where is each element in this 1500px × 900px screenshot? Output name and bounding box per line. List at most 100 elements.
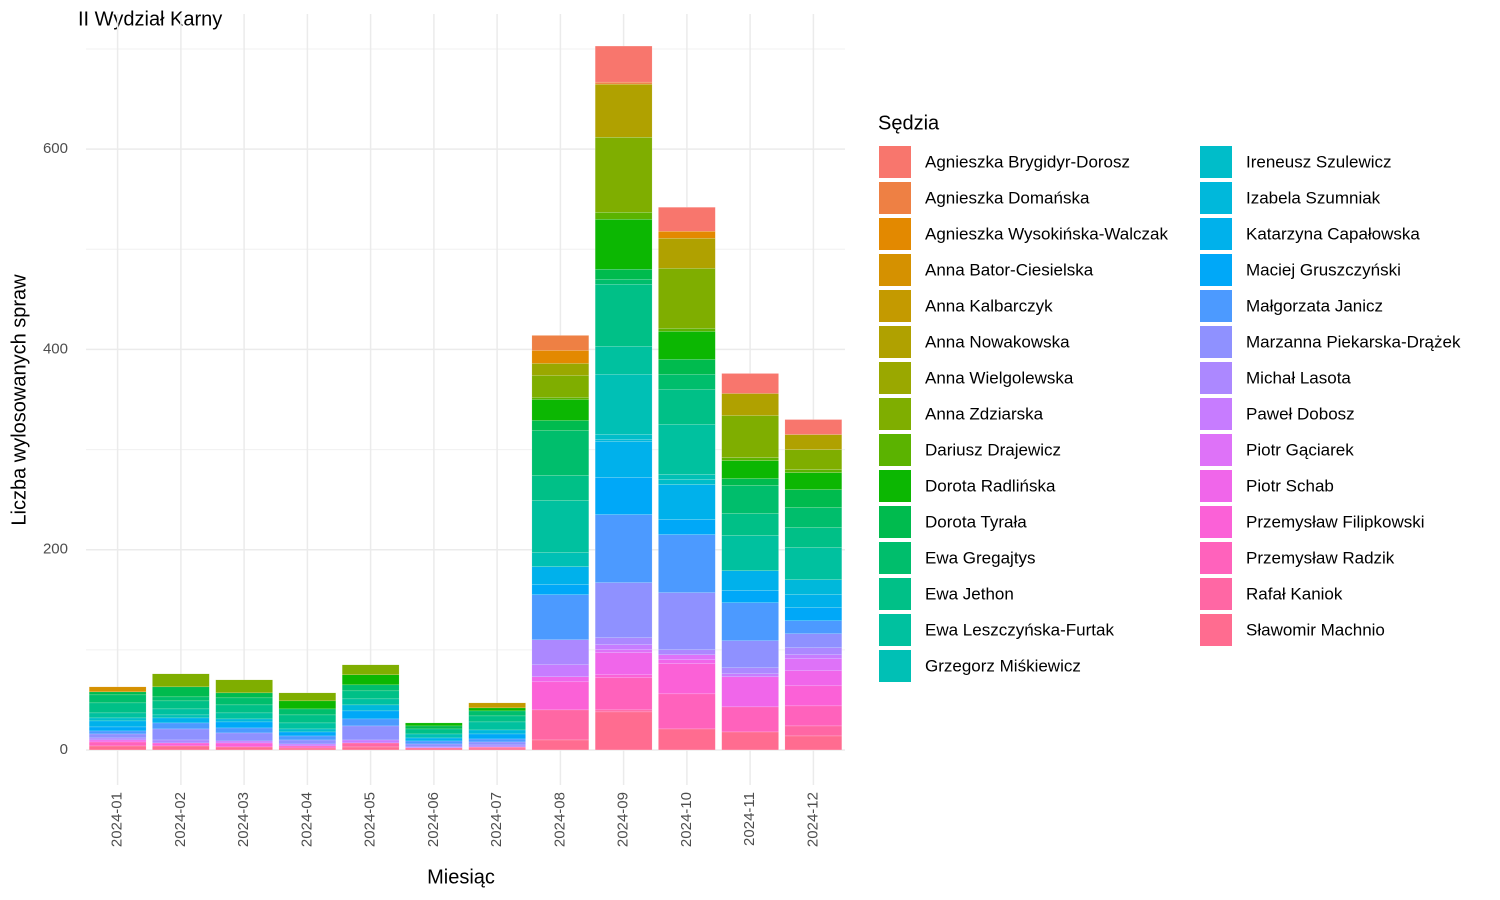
bar-segment (595, 652, 653, 676)
bar-segment (89, 717, 147, 722)
legend-swatch (879, 326, 911, 358)
bar-segment (721, 640, 779, 668)
legend-swatch (1200, 290, 1232, 322)
legend-label: Piotr Gąciarek (1246, 440, 1354, 459)
bar-segment (784, 547, 842, 580)
legend-title: Sędzia (878, 112, 940, 134)
legend-swatch (1200, 614, 1232, 646)
bar-segment (468, 707, 526, 712)
bar-segment (215, 718, 273, 723)
legend-swatch (879, 218, 911, 250)
legend-label: Agnieszka Domańska (925, 188, 1090, 207)
legend-swatch (879, 650, 911, 682)
legend-swatch (1200, 542, 1232, 574)
bar-segment (152, 700, 210, 710)
bar-segment (595, 644, 653, 650)
bar-segment (721, 673, 779, 678)
bar-segment (278, 722, 336, 730)
bar-segment (595, 582, 653, 638)
bar-segment (342, 718, 400, 727)
bar-segment (721, 535, 779, 571)
bar-segment (215, 740, 273, 744)
bar-segment (405, 722, 463, 727)
bar-segment (531, 430, 589, 476)
bar-segment (784, 647, 842, 655)
bar-segment (152, 728, 210, 741)
bar-segment (468, 746, 526, 749)
bar-segment (784, 594, 842, 608)
bar-segment (531, 676, 589, 683)
bar-segment (658, 268, 716, 329)
bar-segment (278, 743, 336, 747)
bar-segment (152, 686, 210, 698)
bar-segment (784, 658, 842, 672)
legend-swatch (879, 434, 911, 466)
bar-segment (215, 742, 273, 748)
bar-segment (278, 708, 336, 716)
bar-segment (721, 478, 779, 486)
bar-segment (468, 733, 526, 740)
bar-segment (89, 702, 147, 714)
bar-segment (595, 441, 653, 478)
bar-segment (89, 694, 147, 704)
bar-segment (278, 692, 336, 702)
bar-segment (595, 711, 653, 751)
bar-segment (342, 674, 400, 686)
bar-segment (342, 698, 400, 706)
bar-segment (595, 374, 653, 435)
bar-segment (658, 389, 716, 425)
legend-label: Michał Lasota (1246, 368, 1351, 387)
bar-segment (595, 346, 653, 375)
bar-segment (721, 415, 779, 458)
bar-segment (89, 737, 147, 741)
y-axis-title: Liczba wylosowanych spraw (8, 274, 30, 526)
bar-segment (658, 649, 716, 655)
bar-segment (215, 704, 273, 714)
legend-label: Piotr Schab (1246, 476, 1334, 495)
bar-segment (278, 731, 336, 737)
bar-segment (658, 484, 716, 520)
bar-segment (531, 584, 589, 595)
bar-segment (595, 434, 653, 440)
bar-segment (658, 592, 716, 650)
bar-segment (152, 745, 210, 751)
bar-segment (658, 519, 716, 535)
bar-segment (152, 696, 210, 702)
bar-segment (784, 419, 842, 435)
legend-swatch (879, 254, 911, 286)
bar-segment (152, 739, 210, 744)
bar-segment (342, 725, 400, 741)
bar-segment (531, 375, 589, 398)
bar-segment (531, 350, 589, 364)
bar-segment (278, 714, 336, 724)
bar-segment (278, 735, 336, 741)
bar-segment (468, 744, 526, 748)
legend-swatch (1200, 470, 1232, 502)
bar-segment (405, 728, 463, 735)
bar-segment (595, 514, 653, 583)
bar-segment (468, 715, 526, 723)
legend-label: Agnieszka Wysokińska-Walczak (925, 224, 1168, 243)
bar-segment (595, 219, 653, 270)
bar-segment (215, 697, 273, 706)
bar-segment (721, 485, 779, 514)
x-tick-label: 2024-03 (235, 792, 252, 847)
legend-label: Anna Bator-Ciesielska (925, 260, 1094, 279)
bar-segment (721, 602, 779, 641)
legend-label: Anna Kalbarczyk (925, 296, 1053, 315)
bar-segment (468, 702, 526, 709)
bar-segment (658, 654, 716, 660)
bar-segment (784, 507, 842, 528)
legend-label: Ireneusz Szulewicz (1246, 152, 1392, 171)
bar-segment (784, 633, 842, 648)
bar-segment (278, 745, 336, 749)
bar-segment (658, 659, 716, 664)
x-tick-label: 2024-10 (678, 792, 695, 847)
bar-segment (784, 489, 842, 508)
bar-segment (468, 721, 526, 731)
bar-segment (152, 722, 210, 730)
bar-segment (721, 570, 779, 591)
bar-segment (215, 721, 273, 729)
legend-swatch (1200, 434, 1232, 466)
bar-segment (531, 475, 589, 501)
